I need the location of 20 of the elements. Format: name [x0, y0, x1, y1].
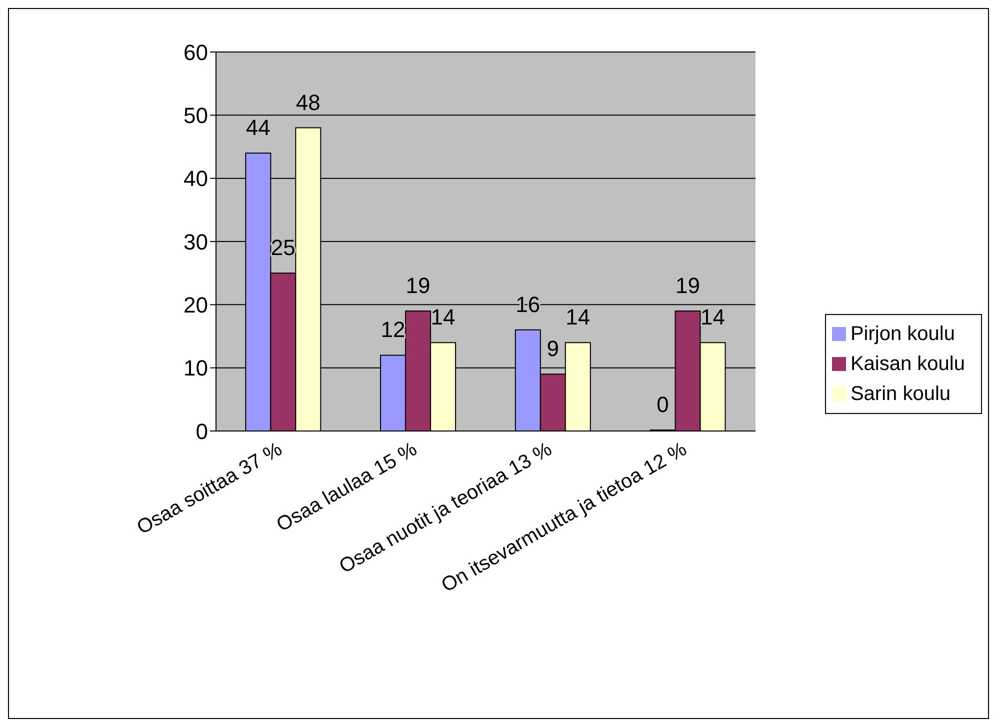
y-tick-label: 60 [184, 40, 208, 65]
data-label: 48 [296, 90, 320, 115]
y-tick-label: 40 [184, 166, 208, 192]
y-tick-label: 0 [196, 418, 208, 444]
data-label: 14 [566, 304, 590, 330]
legend-label: Kaisan koulu [850, 352, 965, 374]
y-tick-label: 20 [184, 292, 208, 318]
data-label: 19 [406, 272, 430, 298]
legend-label: Pirjon koulu [850, 322, 955, 344]
y-tick-label: 10 [184, 356, 208, 381]
data-label: 12 [380, 317, 406, 342]
legend-label: Sarin koulu [850, 382, 951, 404]
y-tick-label: 50 [184, 102, 208, 128]
data-label: 0 [656, 392, 669, 417]
y-tick-label: 30 [184, 229, 208, 254]
data-label: 14 [430, 304, 456, 330]
data-label: 14 [700, 304, 726, 330]
data-label: 19 [676, 272, 700, 298]
data-label: 9 [546, 336, 560, 362]
data-label: 44 [246, 115, 270, 140]
